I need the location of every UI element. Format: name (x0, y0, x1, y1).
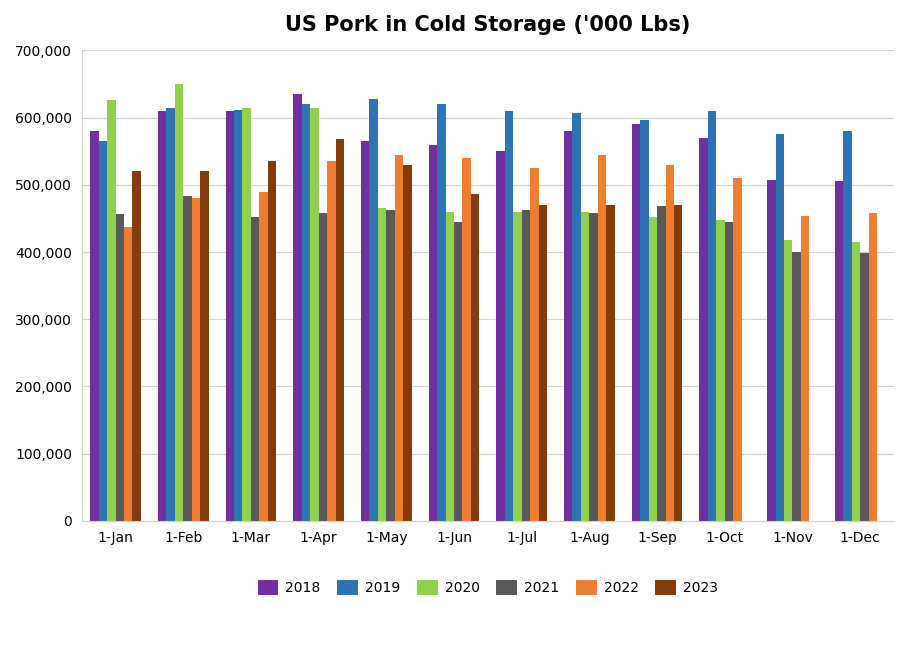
Bar (243, 108, 251, 521)
Bar (335, 139, 344, 521)
Bar (99, 141, 107, 521)
Bar (463, 158, 471, 521)
Bar (708, 111, 716, 521)
Title: US Pork in Cold Storage ('000 Lbs): US Pork in Cold Storage ('000 Lbs) (285, 15, 691, 35)
Bar (573, 113, 581, 521)
Bar (319, 213, 327, 521)
Bar (496, 152, 504, 521)
Bar (834, 181, 844, 521)
Bar (844, 131, 852, 521)
Bar (437, 104, 445, 521)
Bar (327, 161, 335, 521)
Bar (530, 168, 539, 521)
Bar (395, 155, 404, 521)
Bar (107, 100, 115, 521)
Bar (801, 216, 809, 521)
Bar (514, 212, 522, 521)
Bar (225, 111, 234, 521)
Bar (166, 107, 175, 521)
Bar (445, 212, 454, 521)
Bar (158, 111, 166, 521)
Bar (784, 240, 793, 521)
Bar (674, 205, 683, 521)
Bar (386, 210, 395, 521)
Bar (175, 84, 184, 521)
Bar (361, 141, 369, 521)
Bar (581, 212, 589, 521)
Bar (657, 206, 665, 521)
Bar (471, 194, 479, 521)
Bar (294, 94, 302, 521)
Bar (598, 155, 606, 521)
Bar (124, 227, 133, 521)
Bar (369, 99, 378, 521)
Bar (133, 171, 141, 521)
Bar (734, 178, 742, 521)
Bar (251, 217, 259, 521)
Bar (869, 213, 877, 521)
Bar (404, 165, 412, 521)
Bar (665, 165, 674, 521)
Bar (589, 213, 598, 521)
Bar (522, 210, 530, 521)
Bar (539, 205, 547, 521)
Bar (90, 131, 99, 521)
Bar (767, 180, 775, 521)
Bar (184, 196, 192, 521)
Bar (302, 104, 310, 521)
Bar (852, 242, 860, 521)
Bar (649, 217, 657, 521)
Bar (200, 171, 209, 521)
Bar (632, 125, 640, 521)
Bar (860, 254, 869, 521)
Bar (268, 161, 276, 521)
Bar (454, 222, 463, 521)
Bar (793, 252, 801, 521)
Bar (115, 214, 124, 521)
Bar (234, 109, 243, 521)
Bar (429, 144, 437, 521)
Bar (775, 134, 784, 521)
Bar (259, 192, 268, 521)
Bar (564, 131, 573, 521)
Bar (724, 222, 734, 521)
Bar (716, 221, 724, 521)
Bar (192, 198, 200, 521)
Bar (378, 208, 386, 521)
Legend: 2018, 2019, 2020, 2021, 2022, 2023: 2018, 2019, 2020, 2021, 2022, 2023 (252, 575, 724, 601)
Bar (310, 107, 319, 521)
Bar (640, 120, 649, 521)
Bar (699, 138, 708, 521)
Bar (606, 205, 614, 521)
Bar (504, 111, 514, 521)
